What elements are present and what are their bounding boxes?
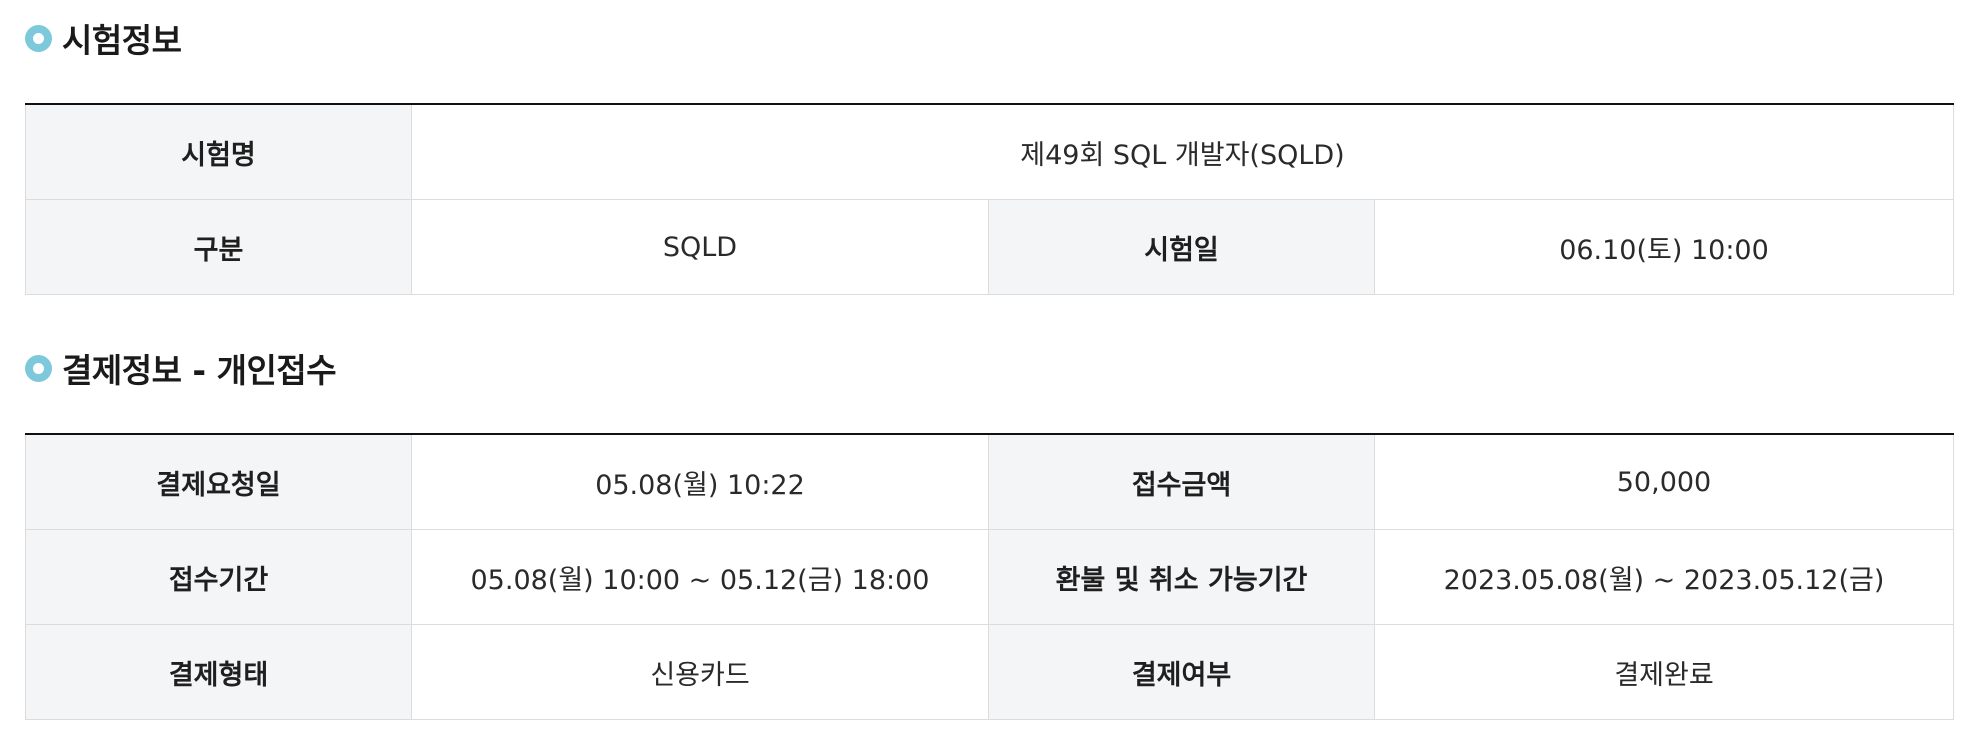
payment-method-value: 신용카드 — [411, 624, 989, 720]
exam-info-title: 시험정보 — [62, 21, 182, 60]
refund-period-value: 2023.05.08(월) ~ 2023.05.12(금) — [1374, 529, 1954, 625]
exam-date-label: 시험일 — [988, 199, 1375, 295]
exam-info-table: 시험명 제49회 SQL 개발자(SQLD) 구분 SQLD 시험일 06.10… — [25, 103, 1954, 295]
refund-period-label: 환불 및 취소 가능기간 — [988, 529, 1375, 625]
amount-label: 접수금액 — [988, 434, 1375, 530]
request-date-label: 결제요청일 — [25, 434, 412, 530]
table-row: 구분 SQLD 시험일 06.10(토) 10:00 — [25, 199, 1954, 295]
payment-info-title: 결제정보 - 개인접수 — [62, 351, 337, 390]
payment-status-label: 결제여부 — [988, 624, 1375, 720]
table-row: 시험명 제49회 SQL 개발자(SQLD) — [25, 104, 1954, 200]
amount-value: 50,000 — [1374, 434, 1954, 530]
period-value: 05.08(월) 10:00 ~ 05.12(금) 18:00 — [411, 529, 989, 625]
exam-date-value: 06.10(토) 10:00 — [1374, 199, 1954, 295]
payment-info-table: 결제요청일 05.08(월) 10:22 접수금액 50,000 접수기간 05… — [25, 433, 1954, 720]
request-date-value: 05.08(월) 10:22 — [411, 434, 989, 530]
circle-bullet-icon — [25, 24, 52, 52]
table-row: 결제요청일 05.08(월) 10:22 접수금액 50,000 — [25, 434, 1954, 530]
exam-name-label: 시험명 — [25, 104, 412, 200]
period-label: 접수기간 — [25, 529, 412, 625]
payment-status-value: 결제완료 — [1374, 624, 1954, 720]
category-value: SQLD — [411, 199, 989, 295]
payment-method-label: 결제형태 — [25, 624, 412, 720]
exam-info-heading: 시험정보 — [25, 20, 182, 60]
category-label: 구분 — [25, 199, 412, 295]
table-row: 접수기간 05.08(월) 10:00 ~ 05.12(금) 18:00 환불 … — [25, 529, 1954, 625]
exam-name-value: 제49회 SQL 개발자(SQLD) — [411, 104, 1954, 200]
table-row: 결제형태 신용카드 결제여부 결제완료 — [25, 624, 1954, 720]
payment-info-heading: 결제정보 - 개인접수 — [25, 350, 337, 390]
circle-bullet-icon — [25, 354, 52, 382]
